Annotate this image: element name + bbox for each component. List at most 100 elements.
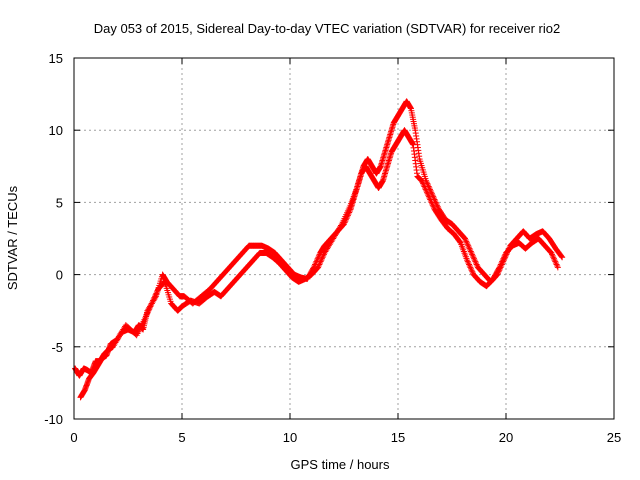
data-point xyxy=(470,254,477,261)
data-point xyxy=(462,236,469,243)
data-point xyxy=(149,299,156,306)
data-point xyxy=(463,238,470,245)
x-tick-label: 10 xyxy=(283,430,297,445)
data-point xyxy=(425,193,432,200)
data-point xyxy=(553,261,560,268)
data-point xyxy=(429,200,436,207)
data-point xyxy=(464,257,471,264)
data-point xyxy=(501,254,508,261)
data-point xyxy=(467,247,474,254)
data-point xyxy=(463,239,470,246)
data-point xyxy=(495,265,502,272)
data-point xyxy=(468,267,475,274)
data-point xyxy=(558,253,565,260)
data-point xyxy=(464,258,471,265)
data-point xyxy=(152,293,158,300)
data-point xyxy=(153,290,160,297)
x-tick-label: 0 xyxy=(70,430,77,445)
data-point xyxy=(549,251,556,258)
data-point xyxy=(317,258,324,265)
data-point xyxy=(150,297,157,304)
data-point xyxy=(418,177,425,184)
data-point xyxy=(552,260,559,267)
data-point xyxy=(500,255,507,262)
data-point xyxy=(465,260,472,267)
data-point xyxy=(422,186,429,193)
data-point xyxy=(148,301,155,308)
data-point xyxy=(465,242,472,249)
data-point xyxy=(144,310,151,317)
data-point xyxy=(469,251,476,258)
data-point xyxy=(472,260,479,267)
y-tick-label: -10 xyxy=(44,412,63,427)
y-tick-label: 10 xyxy=(49,123,63,138)
data-point xyxy=(146,306,153,313)
data-point xyxy=(550,255,557,262)
data-point xyxy=(143,312,150,319)
data-point xyxy=(419,179,426,186)
data-point xyxy=(145,307,152,314)
series-track-b xyxy=(77,127,561,401)
data-point xyxy=(430,203,437,210)
data-point xyxy=(144,309,151,316)
data-point xyxy=(472,258,479,265)
x-tick-label: 25 xyxy=(607,430,621,445)
data-point xyxy=(468,265,475,272)
x-tick-labels: 0 5 10 15 20 25 xyxy=(70,430,621,445)
y-tick-label: -5 xyxy=(51,340,63,355)
data-point xyxy=(468,249,475,256)
data-point xyxy=(426,195,433,202)
data-point xyxy=(421,183,428,190)
data-point xyxy=(423,187,430,194)
data-point xyxy=(467,248,474,255)
data-point xyxy=(427,196,434,203)
data-point xyxy=(549,252,556,259)
data-points xyxy=(72,98,566,401)
data-point xyxy=(147,303,154,310)
data-point xyxy=(337,222,344,229)
data-point xyxy=(151,294,158,301)
chart-title: Day 053 of 2015, Sidereal Day-to-day VTE… xyxy=(94,21,561,36)
data-point xyxy=(554,262,561,269)
data-point xyxy=(422,184,428,191)
data-point xyxy=(429,202,436,209)
data-point xyxy=(464,241,471,248)
data-point xyxy=(316,261,323,268)
y-tick-label: 5 xyxy=(56,195,63,210)
data-point xyxy=(161,279,168,286)
data-point xyxy=(461,235,468,242)
data-point xyxy=(497,261,504,268)
x-axis-label: GPS time / hours xyxy=(291,457,390,472)
data-point xyxy=(315,264,322,271)
data-point xyxy=(501,252,508,259)
data-point xyxy=(428,199,435,206)
data-point xyxy=(317,260,324,267)
data-point xyxy=(148,300,155,307)
data-point xyxy=(427,197,434,204)
data-point xyxy=(497,262,504,269)
data-point xyxy=(142,313,149,320)
y-tick-labels: -10 -5 0 5 10 15 xyxy=(44,51,63,427)
data-point xyxy=(318,257,325,264)
y-axis-label: SDTVAR / TECUs xyxy=(5,185,20,290)
x-tick-label: 5 xyxy=(178,430,185,445)
y-tick-label: 15 xyxy=(49,51,63,66)
data-point xyxy=(471,255,478,262)
data-point xyxy=(550,254,557,261)
data-point xyxy=(420,180,427,187)
data-point xyxy=(318,255,325,262)
data-point xyxy=(499,258,506,265)
data-point xyxy=(425,192,432,199)
data-point xyxy=(551,257,558,264)
data-point xyxy=(456,238,463,245)
data-point xyxy=(320,252,327,259)
data-point xyxy=(471,257,478,264)
data-point xyxy=(424,190,431,197)
data-point xyxy=(554,264,561,271)
data-point xyxy=(319,254,326,261)
data-point xyxy=(559,254,566,261)
plot-frame xyxy=(73,57,615,420)
data-point xyxy=(469,268,476,275)
data-point xyxy=(423,189,430,196)
